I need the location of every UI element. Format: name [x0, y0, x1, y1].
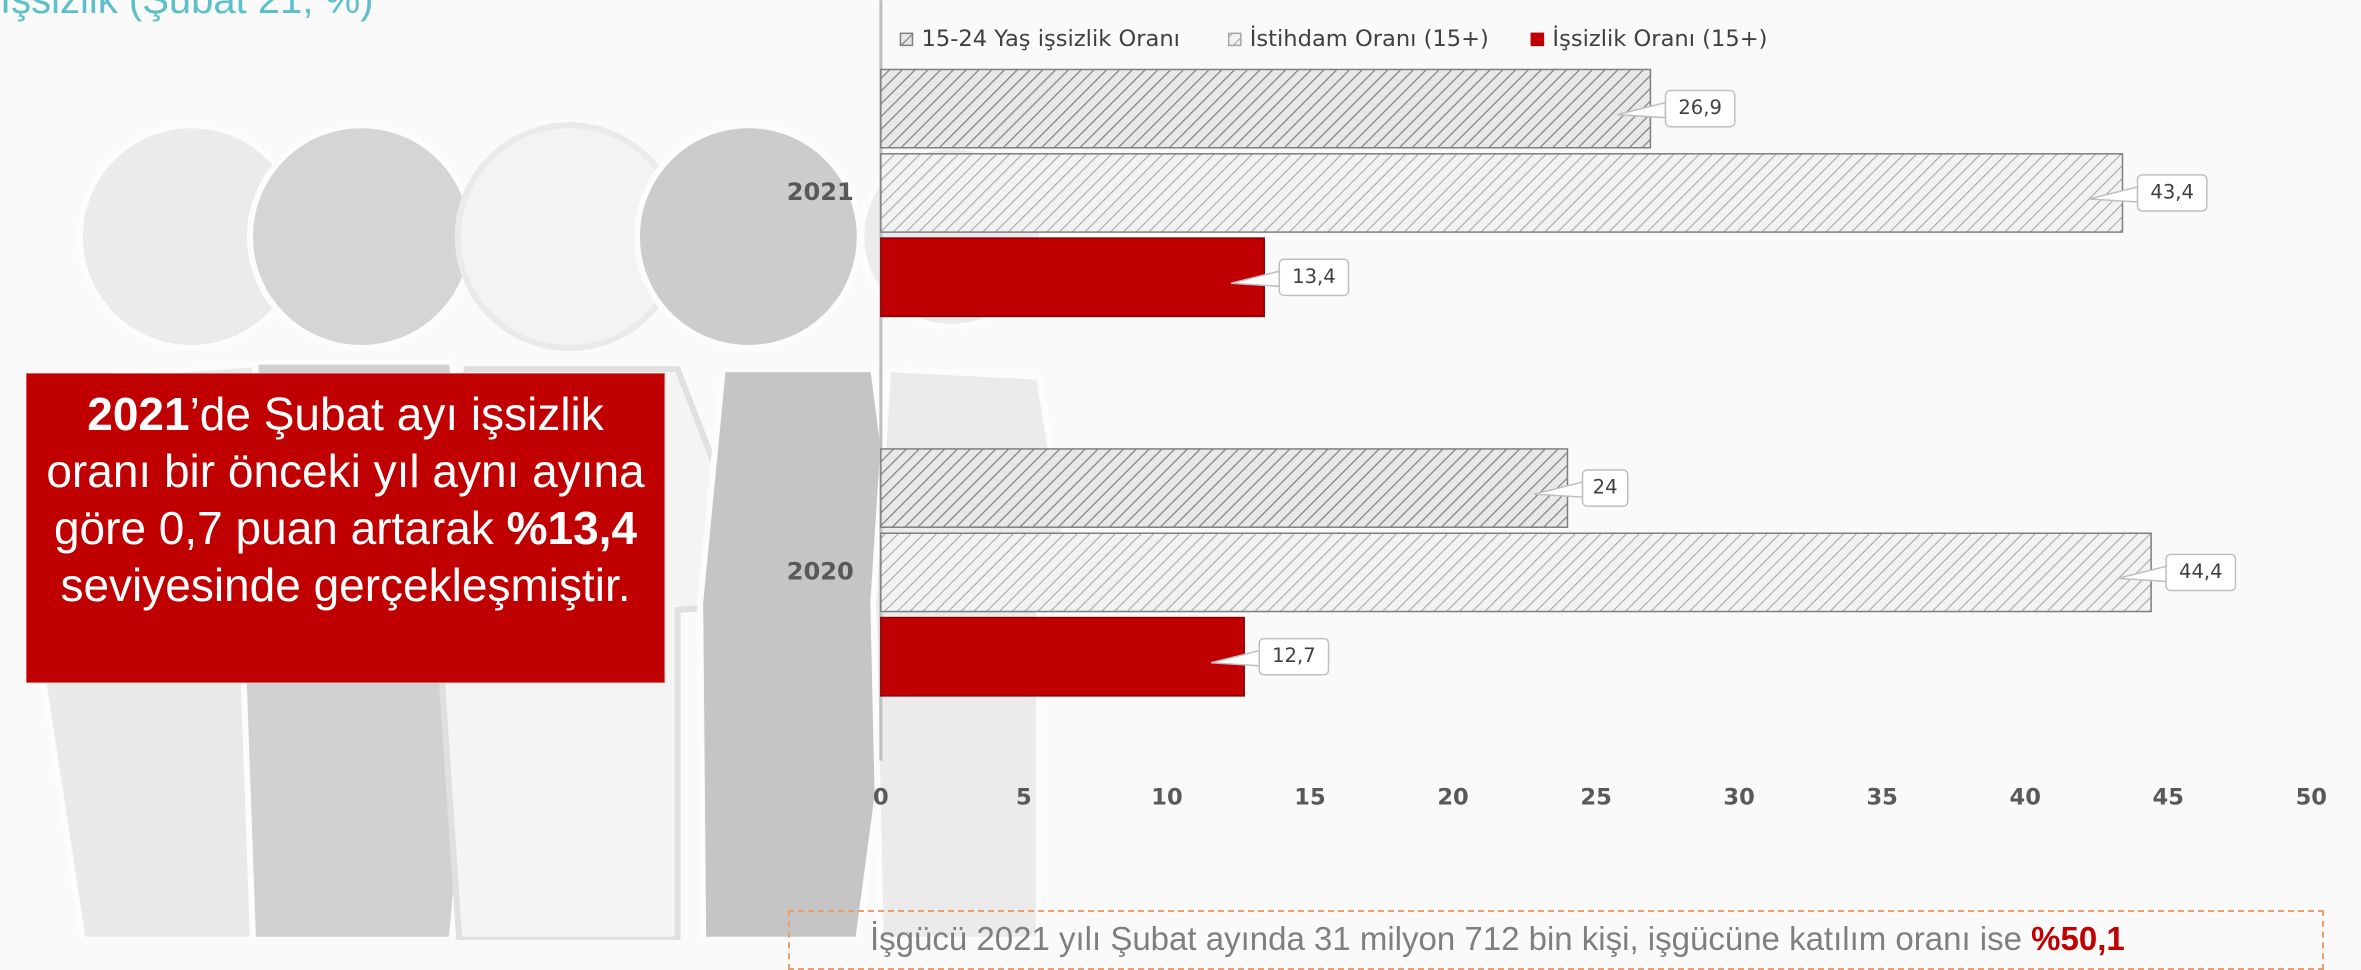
bar	[881, 449, 1568, 527]
chart-title: İşsizlik (Şubat 21, %)	[0, 0, 373, 23]
x-tick-label: 35	[1866, 785, 1897, 811]
x-tick-label: 20	[1437, 785, 1468, 811]
note-text: İşgücü 2021 yılı Şubat ayında 31 milyon …	[870, 920, 2031, 957]
legend-label: 15-24 Yaş işsizlik Oranı	[922, 26, 1180, 52]
x-tick-label: 30	[1723, 785, 1754, 811]
data-label: 26,9	[1678, 96, 1722, 119]
x-tick-label: 10	[1151, 785, 1182, 811]
legend-label: İşsizlik Oranı (15+)	[1552, 24, 1767, 52]
note: İşgücü 2021 yılı Şubat ayında 31 milyon …	[788, 910, 2324, 970]
y-tick-label: 2020	[787, 557, 854, 585]
callout-bold: %13,4	[507, 502, 637, 554]
x-tick-label: 15	[1294, 785, 1325, 811]
callout: 2021’de Şubat ayı işsizlik oranı bir önc…	[26, 373, 665, 683]
data-label: 44,4	[2179, 560, 2223, 583]
x-tick-label: 45	[2153, 785, 2184, 811]
x-tick-label: 50	[2296, 785, 2327, 811]
x-tick-label: 25	[1580, 785, 1611, 811]
x-tick-label: 0	[873, 785, 889, 811]
x-tick-label: 40	[2010, 785, 2041, 811]
legend-swatch	[1229, 33, 1241, 45]
y-tick-label: 2021	[787, 178, 854, 206]
note-highlight: %50,1	[2031, 920, 2125, 957]
callout-text: seviyesinde gerçekleşmiştir.	[60, 559, 630, 611]
data-label: 24	[1593, 476, 1618, 499]
x-tick-label: 5	[1016, 785, 1032, 811]
bar	[881, 533, 2151, 611]
data-label: 13,4	[1292, 265, 1336, 288]
page: 0 5 10 15 20 25 30 35 40 45 50 15-24 Yaş işsizlik O…	[0, 0, 2361, 940]
data-label: 12,7	[1272, 644, 1316, 667]
bar	[881, 238, 1264, 316]
data-label: 43,4	[2150, 180, 2194, 203]
bar	[881, 154, 2123, 232]
bar	[881, 69, 1651, 147]
legend-label: İstihdam Oranı (15+)	[1250, 24, 1489, 52]
bar	[881, 618, 1244, 696]
legend-swatch	[1531, 33, 1543, 45]
callout-bold: 2021	[87, 388, 189, 440]
legend-swatch	[900, 33, 912, 45]
